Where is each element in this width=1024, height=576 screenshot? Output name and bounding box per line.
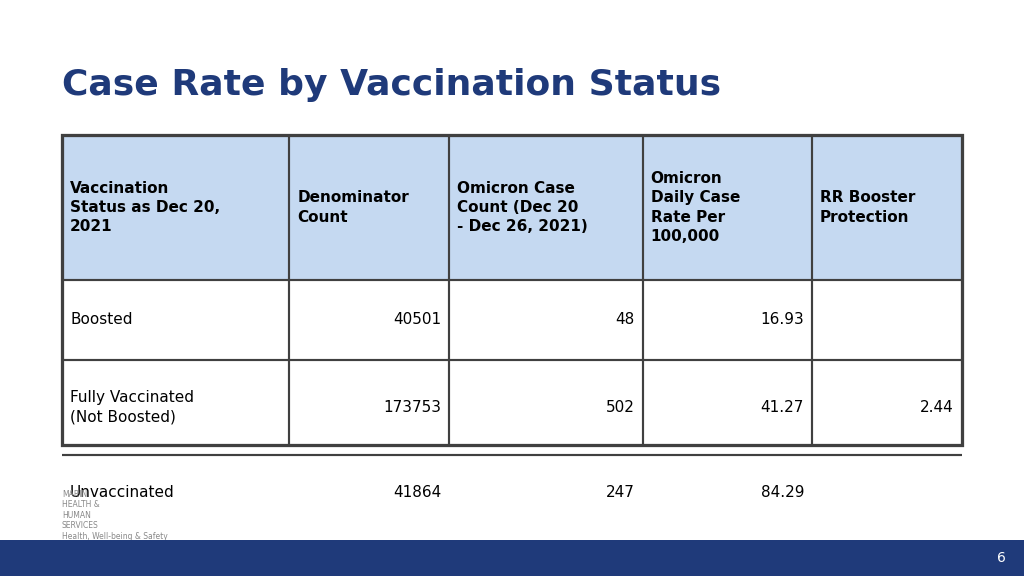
Text: 41864: 41864	[393, 485, 441, 500]
Text: MARIN
HEALTH &
HUMAN
SERVICES
Health, Well-being & Safety: MARIN HEALTH & HUMAN SERVICES Health, We…	[62, 490, 168, 541]
Text: Case Rate by Vaccination Status: Case Rate by Vaccination Status	[62, 68, 721, 102]
Text: 41.27: 41.27	[761, 400, 804, 415]
Text: Unvaccinated: Unvaccinated	[70, 485, 175, 500]
Text: RR Booster
Protection: RR Booster Protection	[820, 191, 915, 225]
Text: 48: 48	[615, 313, 635, 328]
Bar	[0, 540, 1024, 576]
Text: 502: 502	[606, 400, 635, 415]
Text: Vaccination
Status as Dec 20,
2021: Vaccination Status as Dec 20, 2021	[70, 181, 220, 234]
Text: 173753: 173753	[383, 400, 441, 415]
Bar	[62, 135, 962, 445]
Text: 16.93: 16.93	[760, 313, 804, 328]
Text: Boosted: Boosted	[70, 313, 132, 328]
Text: 247: 247	[606, 485, 635, 500]
Text: 40501: 40501	[393, 313, 441, 328]
Text: 84.29: 84.29	[761, 485, 804, 500]
Text: Omicron
Daily Case
Rate Per
100,000: Omicron Daily Case Rate Per 100,000	[650, 171, 740, 244]
Bar	[62, 135, 962, 280]
Text: 6: 6	[997, 551, 1006, 565]
Text: Denominator
Count: Denominator Count	[297, 191, 410, 225]
Text: Omicron Case
Count (Dec 20
- Dec 26, 2021): Omicron Case Count (Dec 20 - Dec 26, 202…	[457, 181, 588, 234]
Text: 2.44: 2.44	[921, 400, 954, 415]
Text: Fully Vaccinated
(Not Boosted): Fully Vaccinated (Not Boosted)	[70, 391, 194, 425]
